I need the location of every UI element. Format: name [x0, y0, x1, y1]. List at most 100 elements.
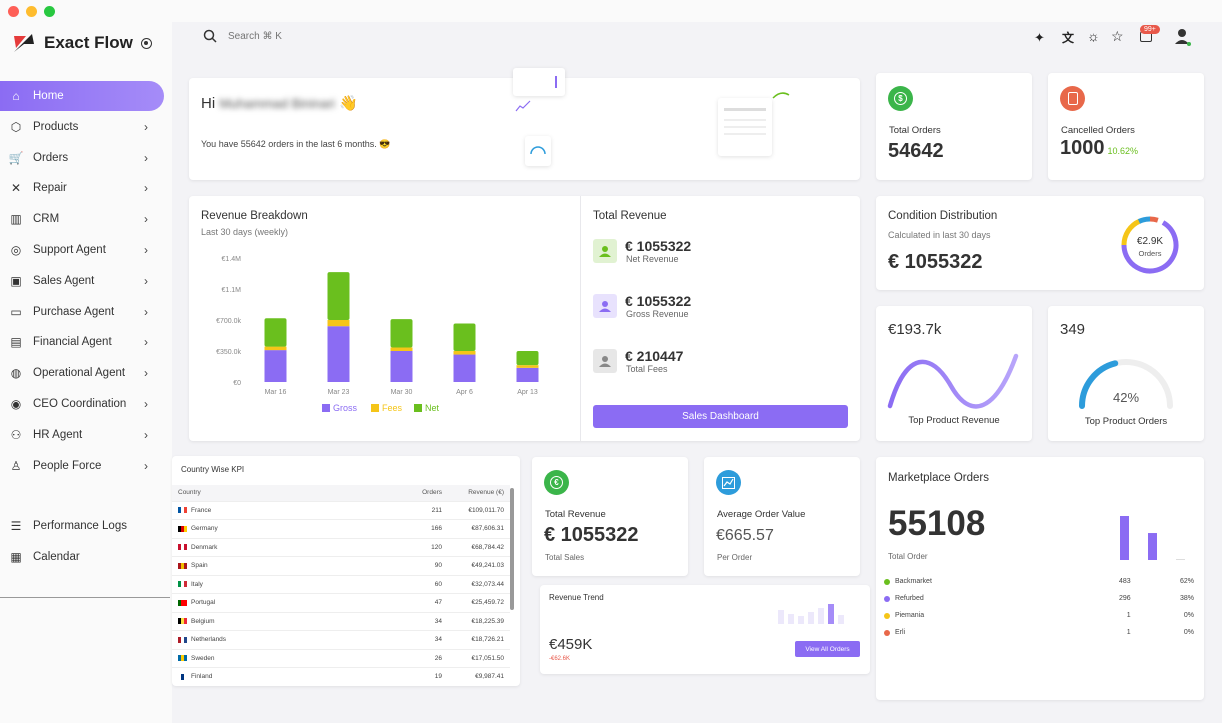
- aov-sub: Per Order: [717, 553, 753, 562]
- bar-net[interactable]: [327, 272, 350, 320]
- bar-fees[interactable]: [453, 351, 476, 355]
- card-divider: [580, 196, 581, 441]
- marketplace-pct: 62%: [1179, 578, 1194, 585]
- sidebar-item-financial-agent[interactable]: ▤ Financial Agent ›: [0, 327, 164, 357]
- list-icon: ☰: [10, 519, 22, 533]
- condition-value: € 1055322: [888, 251, 983, 273]
- revenue-trend-value: €459K: [549, 636, 593, 653]
- sidebar-item-products[interactable]: ⬡ Products ›: [0, 112, 164, 142]
- marketplace-row[interactable]: Backmarket 483 62%: [884, 573, 1194, 590]
- legend-label[interactable]: Fees: [382, 403, 403, 413]
- person-icon: [593, 294, 617, 318]
- column-header-revenue[interactable]: Revenue (€): [448, 485, 510, 502]
- favorites-icon[interactable]: ☆: [1111, 28, 1124, 44]
- marketplace-title: Marketplace Orders: [888, 472, 989, 484]
- sidebar-item-repair[interactable]: ✕ Repair ›: [0, 173, 164, 203]
- country-revenue: €68,784.42: [448, 538, 510, 557]
- marketplace-row[interactable]: Refurbed 296 38%: [884, 590, 1194, 607]
- bar-net[interactable]: [390, 319, 413, 348]
- sidebar-item-home[interactable]: ⌂ Home: [0, 81, 164, 111]
- top-product-revenue-card: €193.7k Top Product Revenue: [876, 306, 1032, 441]
- table-row[interactable]: Italy 60 €32,073.44: [172, 575, 510, 594]
- bar-gross[interactable]: [390, 351, 413, 382]
- sidebar-item-purchase-agent[interactable]: ▭ Purchase Agent ›: [0, 297, 164, 327]
- sidebar-divider: [0, 597, 170, 598]
- marketplace-row[interactable]: Piemania 1 0%: [884, 607, 1194, 624]
- bar-gross[interactable]: [264, 350, 287, 382]
- table-row[interactable]: Denmark 120 €68,784.42: [172, 538, 510, 557]
- minimize-window-button[interactable]: [26, 6, 37, 17]
- sidebar-item-sales-agent[interactable]: ▣ Sales Agent ›: [0, 266, 164, 296]
- revenue-summary-value: € 1055322: [625, 293, 692, 309]
- total-orders-card: $ Total Orders 54642: [876, 73, 1032, 180]
- card-icon: ▭: [10, 304, 22, 319]
- bar-fees[interactable]: [516, 365, 539, 368]
- table-row[interactable]: France 211 €109,011.70: [172, 501, 510, 520]
- marketplace-bar: [1148, 533, 1157, 560]
- sidebar-item-calendar[interactable]: ▦ Calendar: [0, 542, 164, 572]
- bar-fees[interactable]: [390, 347, 413, 351]
- sidebar-item-hr-agent[interactable]: ⚇ HR Agent ›: [0, 420, 164, 450]
- app-logo[interactable]: Exact Flow: [12, 32, 152, 54]
- bar-fees[interactable]: [264, 346, 287, 351]
- marketplace-pct: 0%: [1183, 612, 1194, 619]
- sidebar-item-ceo-coordination[interactable]: ◉ CEO Coordination ›: [0, 389, 164, 419]
- app-name: Exact Flow: [44, 33, 133, 52]
- search-input[interactable]: [228, 30, 348, 42]
- target-icon: ◉: [10, 397, 22, 411]
- chevron-right-icon: ›: [144, 335, 148, 350]
- marketplace-orders: 1: [1126, 629, 1131, 636]
- column-header-orders[interactable]: Orders: [398, 485, 448, 502]
- translate-icon[interactable]: 文: [1062, 31, 1075, 45]
- sidebar-item-operational-agent[interactable]: ◍ Operational Agent ›: [0, 358, 164, 388]
- sales-dashboard-button[interactable]: Sales Dashboard: [593, 405, 848, 428]
- column-header-country[interactable]: Country: [172, 485, 398, 502]
- flag-icon: [178, 618, 187, 625]
- table-row[interactable]: Belgium 34 €18,225.39: [172, 612, 510, 631]
- revenue-trend-title: Revenue Trend: [549, 593, 604, 602]
- legend-label[interactable]: Gross: [333, 403, 358, 413]
- search-bar[interactable]: [203, 29, 348, 43]
- maximize-window-button[interactable]: [44, 6, 55, 17]
- revenue-summary-label: Net Revenue: [626, 254, 679, 264]
- marketplace-name: Refurbed: [894, 595, 924, 602]
- wave-emoji: 👋: [339, 95, 358, 112]
- table-scrollbar[interactable]: [510, 488, 514, 610]
- cart-icon: 🛒: [8, 150, 24, 165]
- bar-fees[interactable]: [327, 320, 350, 327]
- bar-net[interactable]: [453, 323, 476, 351]
- bar-gross[interactable]: [516, 367, 539, 382]
- user-avatar[interactable]: [1175, 28, 1191, 51]
- sidebar-item-support-agent[interactable]: ◎ Support Agent ›: [0, 235, 164, 265]
- sidebar-item-people-force[interactable]: ♙ People Force ›: [0, 451, 164, 481]
- bar-net[interactable]: [516, 351, 539, 366]
- bar-net[interactable]: [264, 318, 287, 347]
- sparkle-icon[interactable]: ✦: [1034, 30, 1045, 45]
- bar-gross[interactable]: [327, 326, 350, 382]
- table-row[interactable]: Netherlands 34 €18,726.21: [172, 630, 510, 650]
- people-icon: ⚇: [10, 427, 22, 442]
- table-row[interactable]: Spain 90 €49,241.03: [172, 556, 510, 576]
- marketplace-orders: 483: [1118, 578, 1131, 585]
- country-name: Netherlands: [191, 636, 227, 644]
- table-row[interactable]: Germany 166 €87,606.31: [172, 519, 510, 539]
- country-orders: 34: [398, 630, 448, 650]
- view-all-orders-button[interactable]: View All Orders: [795, 641, 860, 657]
- theme-toggle-icon[interactable]: ☼: [1087, 28, 1100, 44]
- sidebar-item-orders[interactable]: 🛒 Orders ›: [0, 143, 164, 173]
- chevron-right-icon: ›: [144, 397, 148, 411]
- sidebar-item-performance-logs[interactable]: ☰ Performance Logs: [0, 511, 164, 541]
- sidebar-item-crm[interactable]: ▥ CRM ›: [0, 204, 164, 234]
- table-row[interactable]: Portugal 47 €25,459.72: [172, 593, 510, 613]
- marketplace-row[interactable]: Erli 1 0%: [884, 624, 1194, 641]
- legend-label[interactable]: Net: [425, 403, 440, 413]
- globe-icon: ◍: [10, 366, 22, 381]
- table-row[interactable]: Sweden 26 €17,051.50: [172, 649, 510, 668]
- revenue-summary-value: € 210447: [625, 348, 684, 364]
- table-row[interactable]: Finland 19 €9,987.41: [172, 667, 510, 686]
- country-name: Spain: [191, 562, 208, 570]
- marketplace-value: 55108: [888, 504, 986, 543]
- decorative-list-card: [718, 98, 772, 156]
- bar-gross[interactable]: [453, 354, 476, 382]
- close-window-button[interactable]: [8, 6, 19, 17]
